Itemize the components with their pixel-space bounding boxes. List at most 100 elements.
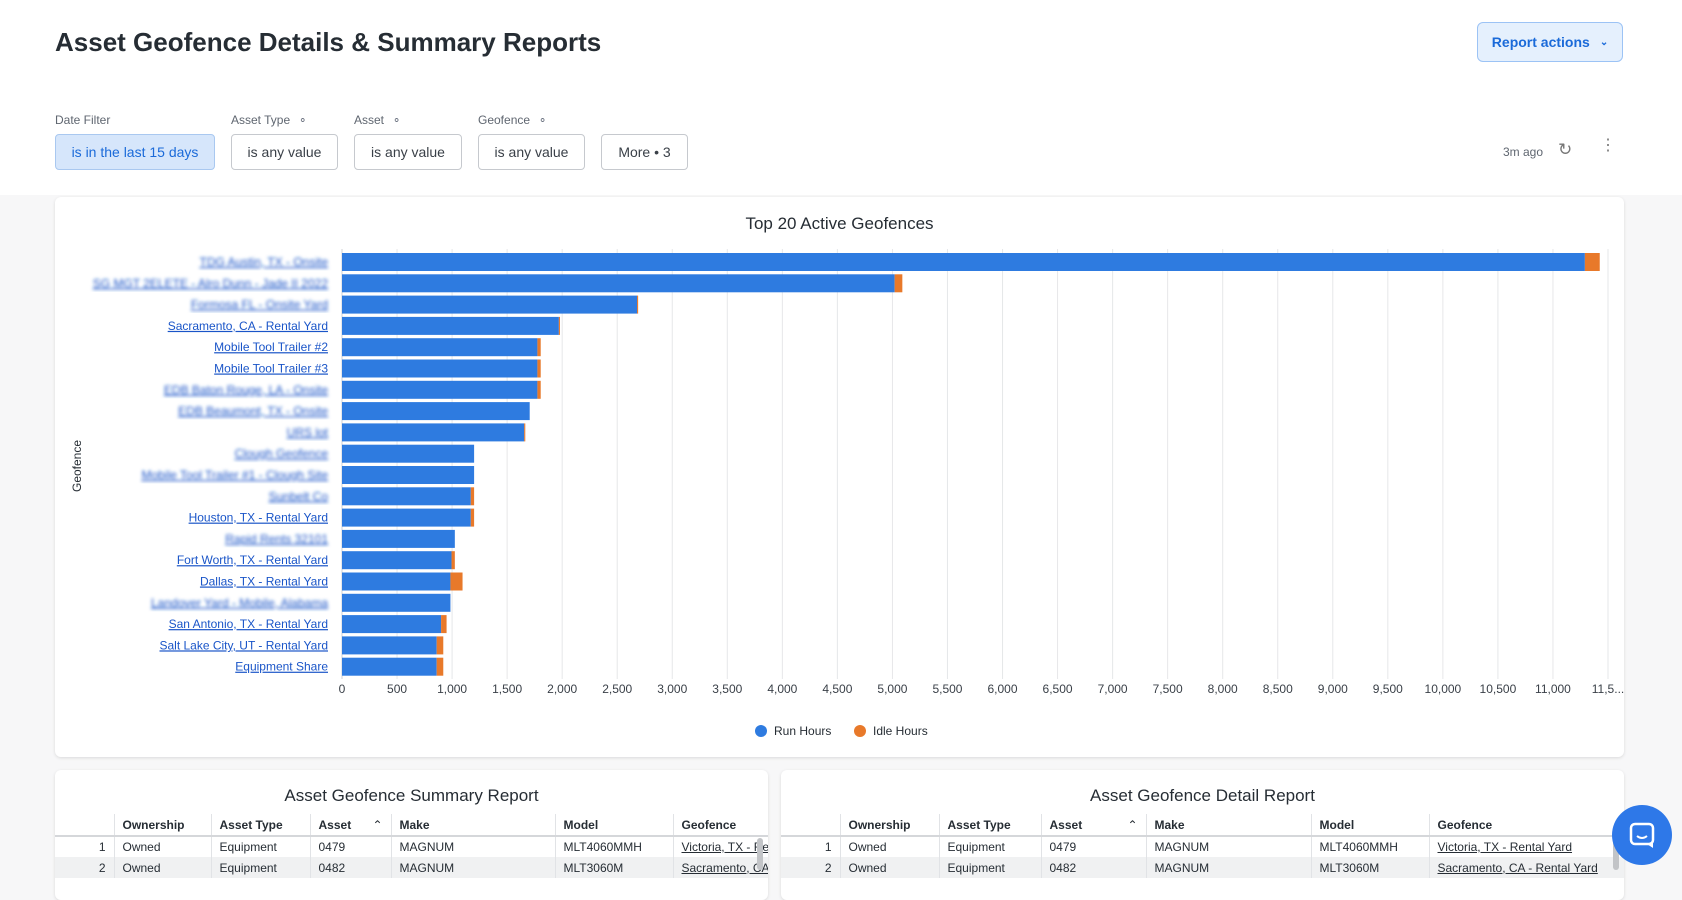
column-header[interactable]: Model (554, 814, 673, 837)
column-header-label: Geofence (1437, 817, 1493, 832)
x-tick-label: 1,500 (492, 682, 522, 696)
bar-chart: 0 500 1,000 1,500 2,000 2,500 3,000 3,500 4,000 4… (70, 249, 1624, 738)
filter-label-text: Geofence (478, 113, 531, 127)
detail-report-table: Ownership Asset Type Asset ⌃ Make Model Geofen… (781, 814, 1624, 878)
column-header[interactable]: Geofence (1428, 814, 1624, 837)
geofence-category-link[interactable]: TDG Austin, TX - Onsite (200, 255, 329, 269)
chart-title: Top 20 Active Geofences (745, 214, 934, 233)
link-icon: ⚬ (538, 114, 548, 127)
table-cell: Equipment (210, 836, 310, 857)
geofence-category-link[interactable]: Mobile Tool Trailer #1 - Clough Site (141, 468, 328, 482)
date-filter-button[interactable]: is in the last 15 days (55, 134, 215, 170)
column-header-label: Ownership (848, 817, 911, 832)
geofence-category-link[interactable]: Dallas, TX - Rental Yard (200, 575, 328, 589)
geofence-category-link[interactable]: Formosa FL - Onsite Yard (191, 298, 328, 312)
table-header-row: Ownership Asset Type Asset ⌃ Make Model Geofen… (781, 814, 1624, 837)
column-header[interactable]: Geofence (672, 814, 768, 837)
column-header[interactable]: Make (390, 814, 555, 837)
x-tick-label: 2,500 (602, 682, 632, 696)
bar-idle-hours (558, 316, 560, 335)
scrollbar[interactable] (757, 838, 763, 870)
geofence-category-link[interactable]: Mobile Tool Trailer #3 (214, 362, 328, 376)
table-cell: Owned (839, 857, 939, 878)
bar-run-hours (342, 636, 437, 655)
sort-ascending-icon[interactable]: ⌃ (1127, 817, 1138, 832)
bar-run-hours (342, 295, 638, 314)
bar-idle-hours (470, 487, 475, 506)
table-cell: MLT4060MMH (554, 836, 673, 857)
column-header[interactable]: Ownership (113, 814, 211, 837)
column-header[interactable]: Asset Type (210, 814, 310, 837)
geofence-category-link[interactable]: Rapid Rents 32101 (225, 532, 328, 546)
legend-run-hours-dot (755, 725, 767, 737)
bar-idle-hours (537, 338, 541, 357)
bar-idle-hours (537, 380, 541, 399)
column-header-label: Make (399, 817, 430, 832)
column-header-label: Asset (1049, 817, 1083, 832)
geofence-category-link[interactable]: San Antonio, TX - Rental Yard (169, 617, 328, 631)
bar-run-hours (342, 615, 442, 634)
table-row[interactable]: 1 Owned Equipment 0479 MAGNUM MLT4060MMH Victo… (55, 836, 768, 857)
geofence-link[interactable]: Victoria, TX - Rental Yard (1437, 840, 1573, 854)
x-tick-label: 5,500 (932, 682, 962, 696)
column-header[interactable] (55, 814, 114, 837)
geofence-link[interactable]: Sacramento, CA - Rental Yard (1437, 860, 1598, 875)
bar-run-hours (342, 338, 538, 357)
legend-idle-hours: Idle Hours (873, 724, 928, 738)
geofence-category-link[interactable]: EDB Baton Rouge, LA - Onsite (164, 383, 328, 397)
filter-label-text: Asset Type (231, 113, 291, 127)
geofence-category-link[interactable]: Sunbelt Co (269, 489, 329, 503)
x-tick-label: 2,000 (547, 682, 577, 696)
geofence-category-link[interactable]: URS lot (287, 425, 329, 439)
filter-label-text: Date Filter (55, 113, 111, 127)
link-icon: ⚬ (392, 114, 402, 127)
summary-report-title: Asset Geofence Summary Report (284, 786, 539, 805)
chat-launcher-button[interactable] (1612, 805, 1672, 865)
sort-ascending-icon[interactable]: ⌃ (372, 817, 383, 832)
geofence-category-link[interactable]: SG MGT 2ELETE - Alro Dunn - Jade II 2022 (93, 276, 329, 290)
bar-idle-hours (894, 274, 903, 293)
refresh-icon[interactable]: ↻ (1558, 140, 1573, 159)
table-cell: Owned (113, 857, 211, 878)
column-header[interactable]: Asset ⌃ (309, 814, 391, 837)
table-row[interactable]: 1 Owned Equipment 0479 MAGNUM MLT4060MMH Victo… (781, 836, 1624, 857)
x-tick-label: 4,500 (822, 682, 852, 696)
legend-idle-hours-dot (854, 725, 866, 737)
bar-idle-hours (451, 551, 455, 570)
asset-filter-button[interactable]: is any value (354, 134, 462, 170)
asset-type-filter-button[interactable]: is any value (231, 134, 338, 170)
bar-idle-hours (637, 295, 639, 314)
geofence-link[interactable]: Sacramento, CA - Rental Yard (681, 860, 769, 875)
geofence-category-link[interactable]: Salt Lake City, UT - Rental Yard (159, 638, 328, 652)
column-header[interactable]: Make (1145, 814, 1311, 837)
geofence-category-link[interactable]: Mobile Tool Trailer #2 (214, 340, 328, 354)
geofence-filter-button[interactable]: is any value (478, 134, 585, 170)
table-cell: 0482 (309, 857, 391, 878)
more-options-icon[interactable]: ⋮ (1600, 137, 1616, 154)
table-row[interactable]: 2 Owned Equipment 0482 MAGNUM MLT3060M Sacrame… (781, 857, 1624, 878)
geofence-link[interactable]: Victoria, TX - Rental Yard (681, 840, 769, 854)
column-header[interactable]: Model (1310, 814, 1429, 837)
column-header[interactable]: Asset ⌃ (1040, 814, 1146, 837)
column-header[interactable] (781, 814, 840, 837)
bar-idle-hours (470, 508, 475, 527)
geofence-category-link[interactable]: Houston, TX - Rental Yard (189, 511, 328, 525)
geofence-category-link[interactable]: Fort Worth, TX - Rental Yard (177, 553, 328, 567)
column-header-label: Make (1154, 817, 1185, 832)
column-header[interactable]: Ownership (839, 814, 939, 837)
more-filters-button[interactable]: More • 3 (601, 134, 688, 170)
geofence-category-link[interactable]: Equipment Share (235, 660, 328, 674)
x-tick-label: 3,500 (712, 682, 742, 696)
column-header[interactable]: Asset Type (938, 814, 1041, 837)
geofence-category-link[interactable]: EDB Beaumont, TX - Onsite (178, 404, 328, 418)
scrollbar[interactable] (1613, 838, 1619, 870)
geofence-category-link[interactable]: Landover Yard - Mobile, Alabama (151, 596, 328, 610)
table-row[interactable]: 2 Owned Equipment 0482 MAGNUM MLT3060M Sacrame… (55, 857, 768, 878)
x-tick-label: 5,000 (877, 682, 907, 696)
geofence-category-link[interactable]: Sacramento, CA - Rental Yard (168, 319, 328, 333)
page-title: Asset Geofence Details & Summary Reports (55, 27, 602, 57)
report-actions-button[interactable]: Report actions ⌄ (1477, 22, 1623, 62)
geofence-category-link[interactable]: Clough Geofence (235, 447, 329, 461)
table-cell: Sacramento, CA - Rental Yard (1428, 857, 1624, 878)
bar-run-hours (342, 380, 538, 399)
